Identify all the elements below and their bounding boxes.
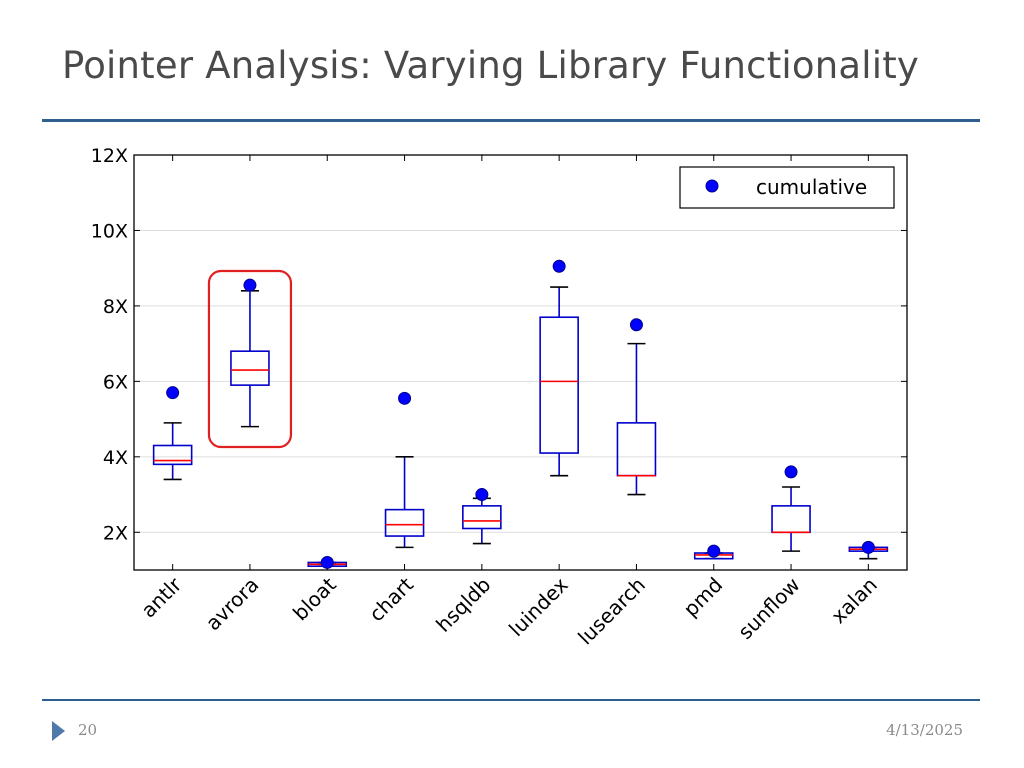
x-tick-label: antlr	[136, 572, 186, 622]
box-luindex	[539, 286, 579, 477]
x-tick-label: avrora	[201, 573, 264, 636]
x-tick-label: pmd	[679, 573, 728, 622]
y-tick-label: 8X	[103, 296, 128, 318]
legend-label: cumulative	[756, 175, 867, 199]
x-tick-label: xalan	[826, 573, 882, 629]
cumulative-point	[861, 540, 875, 554]
y-tick-label: 2X	[103, 522, 128, 544]
plot-frame	[133, 154, 908, 571]
box-iqr	[539, 316, 579, 454]
highlight-box	[207, 269, 293, 449]
legend-marker	[705, 179, 719, 193]
page-number: 20	[78, 721, 98, 739]
slide-title: Pointer Analysis: Varying Library Functi…	[62, 44, 920, 87]
title-divider	[42, 119, 980, 122]
box-iqr	[462, 505, 502, 530]
cumulative-point	[398, 391, 412, 405]
x-tick-label: luindex	[504, 572, 573, 641]
legend-box	[679, 166, 895, 209]
box-sunflow	[771, 486, 811, 552]
box-lusearch	[616, 342, 657, 496]
box-hsqldb	[462, 497, 502, 545]
triangle-arrow-icon	[52, 721, 65, 741]
box-iqr	[616, 422, 657, 477]
cumulative-point	[475, 488, 489, 502]
x-tick-label: bloat	[288, 572, 341, 625]
cumulative-point	[243, 278, 257, 292]
cumulative-point	[166, 386, 180, 400]
cumulative-point	[552, 259, 566, 273]
y-tick-label: 6X	[103, 371, 128, 393]
box-iqr	[152, 444, 193, 466]
y-tick-label: 10X	[91, 220, 128, 242]
box-avrora	[230, 290, 270, 428]
x-tick-label: sunflow	[733, 573, 804, 644]
y-tick-label: 4X	[103, 447, 128, 469]
cumulative-point	[784, 465, 798, 479]
slide-date: 4/13/2025	[886, 721, 963, 739]
cumulative-point	[320, 555, 334, 569]
x-tick-label: lusearch	[573, 573, 650, 650]
y-tick-label: 12X	[91, 145, 128, 167]
box-iqr	[230, 350, 270, 386]
box-chart	[384, 456, 425, 549]
box-iqr	[771, 505, 811, 534]
x-tick-label: chart	[364, 572, 418, 626]
box-plot-chart: 2X 4X 6X 8X 10X 12X cumulative antlr avrora bloat…	[91, 145, 908, 650]
x-tick-label: hsqldb	[431, 573, 495, 637]
box-iqr	[384, 508, 425, 537]
cumulative-point	[707, 544, 721, 558]
footer-divider	[42, 699, 980, 701]
box-antlr	[152, 422, 193, 481]
cumulative-point	[629, 318, 643, 332]
legend: cumulative	[679, 166, 895, 209]
